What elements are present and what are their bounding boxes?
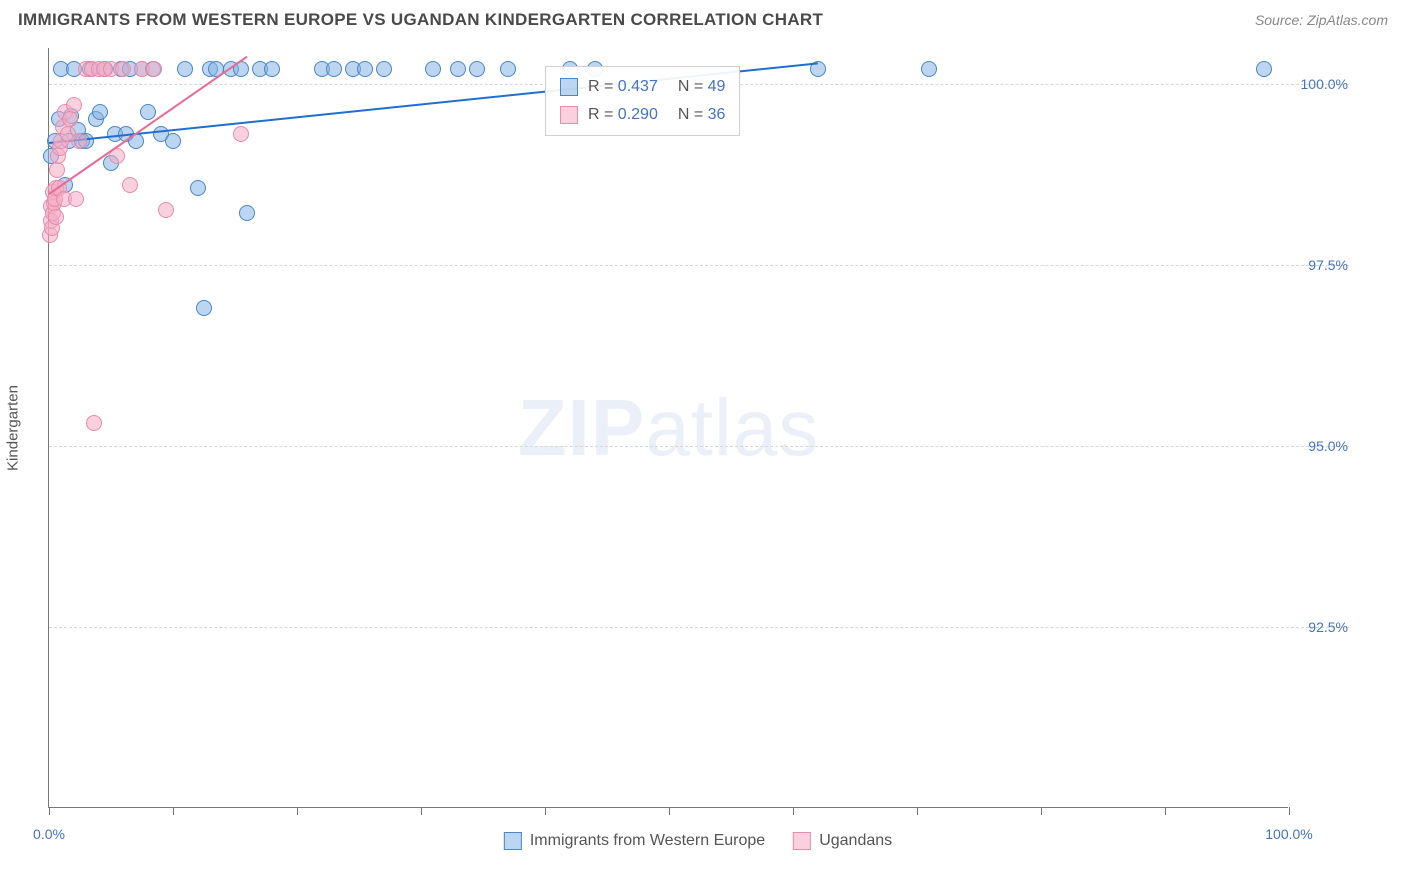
legend-swatch bbox=[560, 78, 578, 96]
chart-title: IMMIGRANTS FROM WESTERN EUROPE VS UGANDA… bbox=[18, 10, 823, 30]
data-point bbox=[165, 133, 181, 149]
x-tick bbox=[297, 807, 298, 815]
y-tick-label: 95.0% bbox=[1293, 438, 1348, 454]
source-label: Source: ZipAtlas.com bbox=[1255, 12, 1388, 28]
data-point bbox=[190, 180, 206, 196]
data-point bbox=[140, 104, 156, 120]
data-point bbox=[68, 191, 84, 207]
x-tick bbox=[669, 807, 670, 815]
x-tick bbox=[421, 807, 422, 815]
data-point bbox=[196, 300, 212, 316]
data-point bbox=[71, 133, 87, 149]
plot-area: ZIPatlas 92.5%95.0%97.5%100.0%0.0%100.0%… bbox=[48, 48, 1288, 808]
legend-swatch bbox=[793, 832, 811, 850]
data-point bbox=[264, 61, 280, 77]
data-point bbox=[500, 61, 516, 77]
data-point bbox=[450, 61, 466, 77]
x-tick bbox=[173, 807, 174, 815]
legend-label: Immigrants from Western Europe bbox=[530, 832, 765, 850]
data-point bbox=[92, 104, 108, 120]
data-point bbox=[1256, 61, 1272, 77]
data-point bbox=[239, 205, 255, 221]
data-point bbox=[425, 61, 441, 77]
data-point bbox=[177, 61, 193, 77]
legend-stats-row: R = 0.437 N = 49 bbox=[560, 73, 725, 101]
legend-stats-row: R = 0.290 N = 36 bbox=[560, 101, 725, 129]
data-point bbox=[357, 61, 373, 77]
data-point bbox=[146, 61, 162, 77]
data-point bbox=[48, 209, 64, 225]
bottom-legend: Immigrants from Western Europe Ugandans bbox=[504, 832, 892, 850]
r-label: R = 0.437 bbox=[588, 73, 658, 101]
data-point bbox=[122, 177, 138, 193]
y-tick-label: 92.5% bbox=[1293, 619, 1348, 635]
x-tick bbox=[1289, 807, 1290, 815]
x-tick-label: 100.0% bbox=[1265, 826, 1312, 842]
gridline-h bbox=[49, 265, 1349, 266]
data-point bbox=[158, 202, 174, 218]
x-tick bbox=[49, 807, 50, 815]
r-label: R = 0.290 bbox=[588, 101, 658, 129]
n-label: N = 49 bbox=[678, 73, 726, 101]
data-point bbox=[66, 97, 82, 113]
y-tick-label: 97.5% bbox=[1293, 257, 1348, 273]
data-point bbox=[233, 126, 249, 142]
x-tick bbox=[1041, 807, 1042, 815]
data-point bbox=[86, 415, 102, 431]
data-point bbox=[49, 162, 65, 178]
plot-wrap: ZIPatlas 92.5%95.0%97.5%100.0%0.0%100.0%… bbox=[48, 48, 1348, 808]
x-tick bbox=[1165, 807, 1166, 815]
x-tick bbox=[545, 807, 546, 815]
gridline-h bbox=[49, 627, 1349, 628]
gridline-h bbox=[49, 446, 1349, 447]
data-point bbox=[376, 61, 392, 77]
data-point bbox=[469, 61, 485, 77]
x-tick-label: 0.0% bbox=[33, 826, 65, 842]
data-point bbox=[115, 61, 131, 77]
data-point bbox=[326, 61, 342, 77]
n-label: N = 36 bbox=[678, 101, 726, 129]
y-tick-label: 100.0% bbox=[1293, 76, 1348, 92]
legend-label: Ugandans bbox=[819, 832, 892, 850]
data-point bbox=[62, 111, 78, 127]
data-point bbox=[921, 61, 937, 77]
legend-swatch bbox=[560, 106, 578, 124]
x-tick bbox=[793, 807, 794, 815]
x-tick bbox=[917, 807, 918, 815]
legend-item: Ugandans bbox=[793, 832, 892, 850]
watermark: ZIPatlas bbox=[518, 382, 819, 474]
legend-item: Immigrants from Western Europe bbox=[504, 832, 765, 850]
y-axis-title: Kindergarten bbox=[5, 385, 22, 471]
legend-swatch bbox=[504, 832, 522, 850]
legend-stats-box: R = 0.437 N = 49 R = 0.290 N = 36 bbox=[545, 66, 740, 136]
